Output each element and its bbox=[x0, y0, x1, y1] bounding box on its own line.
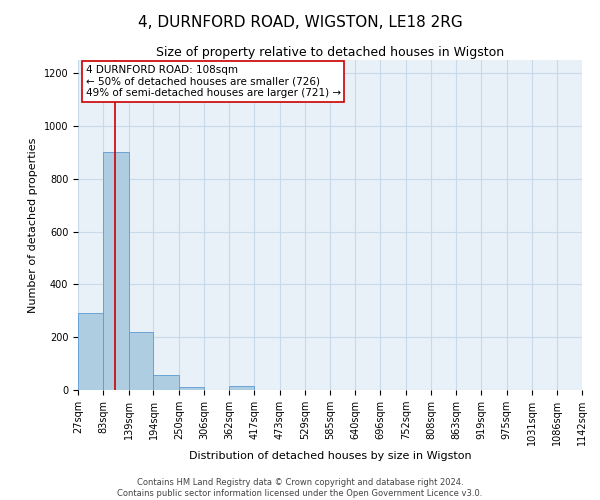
Bar bbox=[103, 152, 128, 390]
Text: 4 DURNFORD ROAD: 108sqm
← 50% of detached houses are smaller (726)
49% of semi-d: 4 DURNFORD ROAD: 108sqm ← 50% of detache… bbox=[86, 65, 341, 98]
Title: Size of property relative to detached houses in Wigston: Size of property relative to detached ho… bbox=[156, 46, 504, 59]
Text: 4, DURNFORD ROAD, WIGSTON, LE18 2RG: 4, DURNFORD ROAD, WIGSTON, LE18 2RG bbox=[137, 15, 463, 30]
X-axis label: Distribution of detached houses by size in Wigston: Distribution of detached houses by size … bbox=[188, 450, 472, 460]
Bar bbox=[154, 376, 179, 390]
Y-axis label: Number of detached properties: Number of detached properties bbox=[28, 138, 38, 312]
Bar bbox=[78, 314, 103, 390]
Bar bbox=[229, 386, 254, 390]
Text: Contains HM Land Registry data © Crown copyright and database right 2024.
Contai: Contains HM Land Registry data © Crown c… bbox=[118, 478, 482, 498]
Bar bbox=[179, 387, 204, 390]
Bar bbox=[128, 332, 154, 390]
